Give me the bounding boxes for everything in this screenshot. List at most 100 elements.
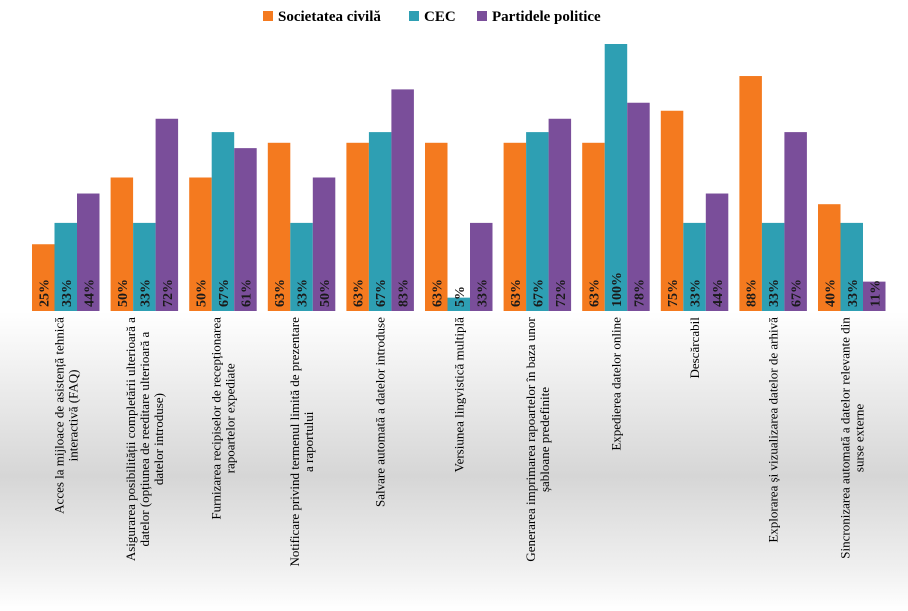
bar-5-0	[425, 142, 448, 311]
category-label-0: Acces la mijloace de asistență tehnică in…	[51, 317, 80, 514]
category-label-7: Expedierea datelor online	[608, 317, 623, 451]
value-label-2-0: 50%	[194, 279, 209, 307]
bar-10-1	[840, 222, 863, 311]
value-label-1-2: 72%	[161, 279, 176, 307]
value-label-5-0: 63%	[430, 279, 445, 307]
value-label-2-2: 61%	[239, 279, 254, 307]
bar-9-0	[739, 76, 762, 311]
value-label-3-0: 63%	[273, 279, 288, 307]
category-label-band	[0, 312, 908, 611]
bar-7-1	[604, 44, 628, 311]
value-label-10-1: 33%	[846, 279, 861, 307]
value-label-4-0: 63%	[352, 279, 367, 307]
bar-8-0	[660, 110, 684, 311]
bar-5-1	[447, 297, 470, 311]
category-label-line: Acces la mijloace de asistență tehnică	[51, 317, 66, 514]
value-label-0-2: 44%	[82, 279, 97, 307]
bar-1-1	[133, 222, 156, 311]
category-label-line: Sincronizarea automată a datelor relevan…	[837, 317, 852, 559]
bar-1-2	[155, 118, 179, 311]
category-label-6: Generarea imprimarea rapoartelor în baza…	[523, 317, 552, 562]
bar-7-2	[627, 102, 650, 312]
value-label-2-1: 67%	[217, 279, 232, 307]
bar-4-1	[368, 132, 392, 311]
category-label-5: Versiunea lingvistică multiplă	[451, 317, 466, 472]
value-label-6-1: 67%	[531, 279, 546, 307]
bar-4-0	[346, 142, 369, 311]
category-label-line: datelor introduse)	[151, 393, 166, 485]
bar-9-1	[761, 222, 785, 311]
category-label-10: Sincronizarea automată a datelor relevan…	[837, 317, 866, 559]
value-label-5-1: 5%	[453, 286, 468, 307]
bar-7-0	[582, 142, 605, 311]
category-label-line: a raportului	[301, 411, 316, 472]
category-label-line: datelor (opțiunea de reeditare ulterioar…	[137, 332, 152, 547]
value-label-5-2: 33%	[475, 279, 490, 307]
value-label-6-2: 72%	[554, 279, 569, 307]
value-label-0-0: 25%	[37, 279, 52, 307]
value-label-0-1: 33%	[60, 279, 75, 307]
category-label-1: Asigurarea posibilității completării ult…	[123, 317, 166, 561]
legend-swatch-0	[263, 11, 273, 21]
bar-10-0	[818, 204, 841, 311]
value-label-8-1: 33%	[689, 279, 704, 307]
bar-9-2	[784, 132, 807, 311]
category-label-line: Descărcabil	[687, 317, 702, 379]
category-label-8: Descărcabil	[687, 317, 702, 379]
category-label-line: șabloane predefinite	[537, 387, 552, 492]
category-label-line: Generarea imprimarea rapoartelor în baza…	[523, 317, 538, 562]
bar-0-1	[54, 222, 77, 311]
legend-swatch-2	[477, 11, 487, 21]
category-label-line: Salvare automată a datelor introduse	[373, 317, 388, 507]
bar-3-1	[290, 222, 313, 311]
bar-2-2	[234, 148, 257, 311]
value-label-4-1: 67%	[374, 279, 389, 307]
value-label-10-2: 11%	[868, 280, 883, 307]
category-label-line: Notificare privind termenul limită de pr…	[287, 317, 302, 567]
category-label-4: Salvare automată a datelor introduse	[373, 317, 388, 507]
bar-6-2	[548, 118, 572, 311]
category-label-line: Explorarea și vizualizarea datelor de ar…	[766, 317, 781, 543]
category-label-line: Asigurarea posibilității completării ult…	[123, 317, 138, 561]
legend: Societatea civilă CEC Partidele politice	[263, 9, 601, 25]
category-label-line: surse externe	[851, 404, 866, 472]
category-label-9: Explorarea și vizualizarea datelor de ar…	[766, 317, 781, 543]
value-label-3-2: 50%	[318, 279, 333, 307]
value-label-1-0: 50%	[116, 279, 131, 307]
bar-3-0	[267, 142, 291, 311]
bar-8-2	[705, 193, 729, 311]
bar-0-2	[77, 193, 100, 311]
bar-6-1	[526, 132, 549, 311]
category-label-2: Furnizarea recipiselor de recepționarea r…	[208, 317, 237, 520]
bar-0-0	[32, 244, 55, 311]
bar-5-2	[470, 222, 493, 311]
value-label-9-2: 67%	[790, 279, 805, 307]
bar-3-2	[312, 177, 336, 311]
value-label-4-2: 83%	[397, 279, 412, 307]
value-label-7-1: 100%	[610, 272, 625, 307]
value-label-8-2: 44%	[711, 279, 726, 307]
value-label-9-0: 88%	[745, 279, 760, 307]
category-label-line: Versiunea lingvistică multiplă	[451, 317, 466, 472]
category-labels-group: Acces la mijloace de asistență tehnică in…	[51, 317, 866, 567]
value-labels-group: 25% 33% 44% 50% 33% 72% 50% 67% 61% 63% 33% 50% 63% 6…	[37, 272, 883, 307]
value-label-10-0: 40%	[823, 279, 838, 307]
category-label-line: Expedierea datelor online	[608, 317, 623, 451]
bar-10-2	[863, 281, 886, 311]
legend-label-0: Societatea civilă	[278, 9, 381, 25]
value-label-6-0: 63%	[509, 279, 524, 307]
value-label-1-1: 33%	[138, 279, 153, 307]
value-label-9-1: 33%	[767, 279, 782, 307]
category-label-3: Notificare privind termenul limită de pr…	[287, 317, 316, 567]
bars-group	[32, 44, 886, 312]
bar-1-0	[110, 177, 134, 311]
value-label-3-1: 33%	[296, 279, 311, 307]
bar-8-1	[683, 222, 706, 311]
category-label-line: Furnizarea recipiselor de recepționarea	[208, 317, 223, 520]
category-label-line: interactivă (FAQ)	[65, 370, 80, 462]
value-label-7-0: 63%	[587, 279, 602, 307]
category-label-line: rapoartelor expediate	[222, 363, 237, 473]
bar-2-1	[211, 132, 235, 311]
bar-6-0	[503, 142, 527, 311]
